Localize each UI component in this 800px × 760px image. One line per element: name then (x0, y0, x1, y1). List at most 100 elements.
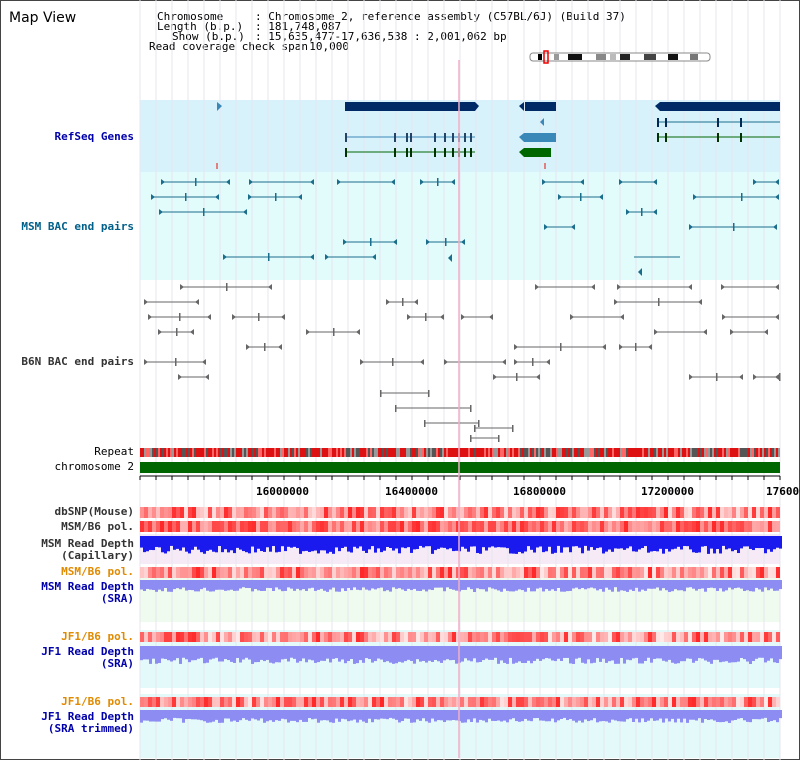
jf1-pol-trim-cell (216, 697, 220, 707)
jf1-trim-depth-bar (461, 710, 464, 723)
jf1-sra-depth-bar (260, 646, 263, 660)
msm-sra-depth-bar (236, 580, 239, 591)
repeat-element (706, 448, 708, 457)
msm-pol-cell (728, 521, 732, 532)
jf1-pol-trim-cell (628, 697, 632, 707)
label-jf1-depth-trimmed-2[interactable]: (SRA trimmed) (47, 722, 134, 735)
jf1-pol-trim-cell (648, 697, 652, 707)
jf1-sra-depth-bar (740, 646, 743, 658)
dbsnp-cell (464, 507, 468, 518)
jf1-trim-depth-bar (404, 710, 407, 719)
jf1-pol-cell (484, 632, 488, 642)
jf1-sra-depth-bar (509, 646, 512, 658)
label-dbsnp[interactable]: dbSNP(Mouse) (54, 505, 134, 518)
repeat-element (178, 448, 180, 457)
jf1-pol-trim-cell (268, 697, 272, 707)
msm-pol-sra-cell (584, 567, 588, 578)
label-msm-b6-pol-sra[interactable]: MSM/B6 pol. (61, 565, 134, 578)
b6n-bac-tick (425, 313, 427, 321)
label-msm-depth-sra-2[interactable]: (SRA) (100, 592, 134, 605)
msm-pol-sra-cell (484, 567, 488, 578)
jf1-pol-cell (700, 632, 704, 642)
msm-sra-depth-bar (488, 580, 491, 588)
msm-sra-depth-bar (431, 580, 434, 591)
msm-capillary-depth-bar (377, 536, 380, 549)
jf1-pol-trim-cell (480, 697, 484, 707)
repeat-element (446, 448, 448, 457)
repeat-element (610, 448, 612, 457)
jf1-pol-cell (428, 632, 432, 642)
label-msm-depth-capillary-1[interactable]: MSM Read Depth (41, 537, 134, 550)
jf1-sra-depth-bar (236, 646, 239, 658)
label-jf1-b6-pol[interactable]: JF1/B6 pol. (61, 630, 134, 643)
label-msm-b6-pol[interactable]: MSM/B6 pol. (61, 520, 134, 533)
jf1-pol-trim-cell (544, 697, 548, 707)
msm-capillary-depth-bar (497, 536, 500, 548)
jf1-sra-depth-bar (329, 646, 332, 663)
jf1-pol-cell (760, 632, 764, 642)
dbsnp-cell (152, 507, 156, 518)
msm-sra-depth-bar (530, 580, 533, 592)
jf1-sra-depth-bar (773, 646, 776, 663)
repeat-element (142, 448, 144, 457)
label-jf1-depth-trimmed-1[interactable]: JF1 Read Depth (41, 710, 134, 723)
label-jf1-depth-sra-2[interactable]: (SRA) (100, 657, 134, 670)
repeat-element (374, 448, 376, 457)
jf1-trim-depth-bar (614, 710, 617, 721)
repeat-element (302, 448, 304, 457)
jf1-pol-trim-cell (608, 697, 612, 707)
msm-sra-depth-bar (665, 580, 668, 591)
msm-capillary-depth-bar (401, 536, 404, 548)
dbsnp-cell (620, 507, 624, 518)
label-jf1-depth-sra-1[interactable]: JF1 Read Depth (41, 645, 134, 658)
jf1-trim-depth-bar (467, 710, 470, 720)
msm-sra-depth-bar (263, 580, 266, 591)
label-refseq-genes[interactable]: RefSeq Genes (54, 130, 134, 143)
dbsnp-cell (360, 507, 364, 518)
jf1-pol-trim-cell (764, 697, 768, 707)
jf1-pol-cell (572, 632, 576, 642)
msm-sra-depth-bar (380, 580, 383, 588)
msm-pol-sra-cell (284, 567, 288, 578)
msm-pol-sra-cell (300, 567, 304, 578)
msm-pol-cell (712, 521, 716, 532)
msm-pol-sra-cell (232, 567, 236, 578)
msm-bac-end (161, 179, 165, 185)
jf1-trim-depth-bar (224, 710, 227, 719)
jf1-pol-trim-cell (504, 697, 508, 707)
msm-capillary-depth-bar (356, 536, 359, 549)
msm-sra-depth-bar (386, 580, 389, 591)
label-msm-depth-capillary-2[interactable]: (Capillary) (61, 549, 134, 562)
b6n-bac-end (424, 420, 426, 427)
b6n-bac-end (775, 284, 779, 290)
repeat-element (648, 448, 650, 457)
msm-capillary-depth-bar (557, 536, 560, 546)
repeat-element (308, 448, 310, 457)
label-jf1-b6-pol-trimmed[interactable]: JF1/B6 pol. (61, 695, 134, 708)
repeat-element (510, 448, 512, 457)
jf1-sra-depth-bar (302, 646, 305, 659)
dbsnp-cell (480, 507, 484, 518)
jf1-pol-trim-cell (704, 697, 708, 707)
msm-capillary-depth-bar (494, 536, 497, 548)
msm-sra-depth-bar (233, 580, 236, 591)
repeat-element (324, 448, 326, 457)
jf1-pol-trim-cell (748, 697, 752, 707)
msm-pol-cell (388, 521, 392, 532)
label-msm-depth-sra-1[interactable]: MSM Read Depth (41, 580, 134, 593)
repeat-element (144, 448, 146, 457)
jf1-trim-depth-bar (539, 710, 542, 721)
gene-exon (394, 133, 396, 142)
msm-bac-end (580, 179, 584, 185)
msm-pol-cell (720, 521, 724, 532)
jf1-trim-depth-bar (491, 710, 494, 721)
msm-capillary-depth-bar (518, 536, 521, 552)
label-msm-bac[interactable]: MSM BAC end pairs (21, 220, 134, 233)
repeat-element (372, 448, 374, 457)
label-b6n-bac[interactable]: B6N BAC end pairs (21, 355, 134, 368)
msm-sra-depth-bar (272, 580, 275, 591)
jf1-trim-depth-bar (305, 710, 308, 722)
jf1-pol-trim-cell (592, 697, 596, 707)
jf1-pol-trim-cell (296, 697, 300, 707)
